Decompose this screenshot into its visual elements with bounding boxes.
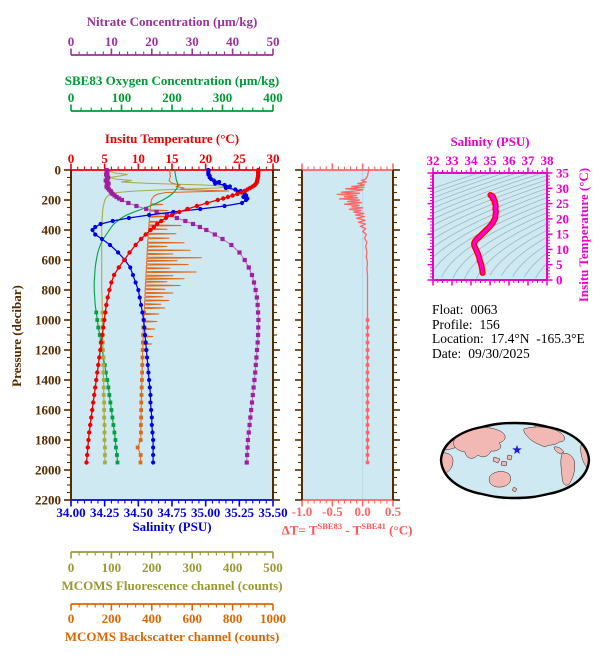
svg-text:0.5: 0.5 bbox=[385, 504, 402, 519]
svg-text:32: 32 bbox=[427, 153, 440, 168]
svg-text:50: 50 bbox=[267, 34, 280, 49]
svg-text:25: 25 bbox=[233, 151, 247, 166]
svg-text:1800: 1800 bbox=[35, 433, 61, 448]
svg-text:0: 0 bbox=[68, 90, 75, 105]
svg-text:2200: 2200 bbox=[35, 493, 61, 508]
float-id-line: Float: 0063 bbox=[432, 302, 498, 317]
svg-text:33: 33 bbox=[446, 153, 460, 168]
svg-text:0: 0 bbox=[55, 163, 62, 178]
svg-text:300: 300 bbox=[213, 90, 233, 105]
ts-salinity-axis-title: Salinity (PSU) bbox=[450, 134, 530, 149]
svg-text:34.25: 34.25 bbox=[90, 505, 120, 520]
svg-text:1200: 1200 bbox=[35, 343, 61, 358]
svg-text:0: 0 bbox=[68, 151, 75, 166]
svg-text:20: 20 bbox=[199, 151, 212, 166]
svg-text:40: 40 bbox=[226, 34, 239, 49]
svg-text:100: 100 bbox=[102, 560, 122, 575]
svg-text:0: 0 bbox=[556, 273, 563, 288]
oxygen-axis-title: SBE83 Oxygen Concentration (µm/kg) bbox=[64, 73, 280, 88]
svg-text:200: 200 bbox=[162, 90, 182, 105]
svg-text:200: 200 bbox=[42, 193, 62, 208]
svg-text:34.00: 34.00 bbox=[56, 505, 85, 520]
fluorescence-axis-title: MCOMS Fluorescence channel (counts) bbox=[61, 578, 283, 593]
svg-text:34.75: 34.75 bbox=[157, 505, 187, 520]
float-location-star bbox=[512, 445, 522, 454]
svg-text:30: 30 bbox=[556, 181, 569, 196]
ts-temperature-axis-title: Insitu Temperature (°C) bbox=[576, 167, 591, 303]
svg-text:20: 20 bbox=[145, 34, 158, 49]
pressure-axis-title: Pressure (decibar) bbox=[9, 285, 24, 387]
svg-text:500: 500 bbox=[263, 560, 283, 575]
svg-text:35.00: 35.00 bbox=[191, 505, 220, 520]
svg-text:400: 400 bbox=[263, 90, 283, 105]
svg-text:800: 800 bbox=[223, 611, 243, 626]
svg-text:0: 0 bbox=[68, 560, 75, 575]
svg-text:1000: 1000 bbox=[260, 611, 286, 626]
svg-text:10: 10 bbox=[132, 151, 145, 166]
svg-text:10: 10 bbox=[105, 34, 118, 49]
svg-text:400: 400 bbox=[223, 560, 243, 575]
svg-text:35: 35 bbox=[484, 153, 498, 168]
svg-text:37: 37 bbox=[522, 153, 536, 168]
backscatter-axis-title: MCOMS Backscatter channel (counts) bbox=[64, 629, 280, 644]
location-line: Location: 17.4°N -165.3°E bbox=[432, 331, 585, 346]
svg-text:1600: 1600 bbox=[35, 403, 61, 418]
svg-text:15: 15 bbox=[556, 227, 570, 242]
svg-text:5: 5 bbox=[101, 151, 108, 166]
svg-text:10: 10 bbox=[556, 242, 569, 257]
svg-text:15: 15 bbox=[166, 151, 180, 166]
date-line: Date: 09/30/2025 bbox=[432, 346, 530, 361]
svg-text:25: 25 bbox=[556, 196, 570, 211]
svg-text:35.25: 35.25 bbox=[225, 505, 255, 520]
svg-text:600: 600 bbox=[42, 253, 62, 268]
svg-text:35.50: 35.50 bbox=[258, 505, 287, 520]
nitrate-axis-title: Nitrate Concentration (µm/kg) bbox=[86, 14, 258, 29]
svg-text:36: 36 bbox=[503, 153, 517, 168]
svg-text:600: 600 bbox=[182, 611, 202, 626]
svg-text:34.50: 34.50 bbox=[124, 505, 153, 520]
svg-text:0.0: 0.0 bbox=[355, 504, 371, 519]
svg-text:400: 400 bbox=[42, 223, 62, 238]
profile-number-line: Profile: 156 bbox=[432, 317, 500, 332]
temperature-axis-title: Insitu Temperature (°C) bbox=[104, 131, 240, 146]
svg-text:1400: 1400 bbox=[35, 373, 61, 388]
svg-text:1000: 1000 bbox=[35, 313, 61, 328]
svg-text:35: 35 bbox=[556, 166, 570, 181]
world-map bbox=[439, 421, 591, 500]
svg-text:30: 30 bbox=[186, 34, 199, 49]
svg-text:20: 20 bbox=[556, 211, 569, 226]
svg-text:300: 300 bbox=[182, 560, 202, 575]
svg-text:5: 5 bbox=[556, 257, 563, 272]
svg-text:200: 200 bbox=[102, 611, 122, 626]
svg-text:2000: 2000 bbox=[35, 463, 61, 478]
svg-text:38: 38 bbox=[541, 153, 555, 168]
svg-text:100: 100 bbox=[112, 90, 132, 105]
svg-text:34: 34 bbox=[465, 153, 479, 168]
svg-text:400: 400 bbox=[142, 611, 162, 626]
delta-t-axis-title: ΔT= TSBE83 - TSBE41 (°C) bbox=[281, 521, 413, 538]
svg-text:-1.0: -1.0 bbox=[292, 504, 313, 519]
svg-text:0: 0 bbox=[68, 611, 75, 626]
svg-text:0: 0 bbox=[68, 34, 75, 49]
svg-text:-0.5: -0.5 bbox=[322, 504, 343, 519]
salinity-axis-title: Salinity (PSU) bbox=[132, 519, 212, 534]
svg-text:200: 200 bbox=[142, 560, 162, 575]
svg-text:30: 30 bbox=[267, 151, 280, 166]
svg-text:800: 800 bbox=[42, 283, 62, 298]
